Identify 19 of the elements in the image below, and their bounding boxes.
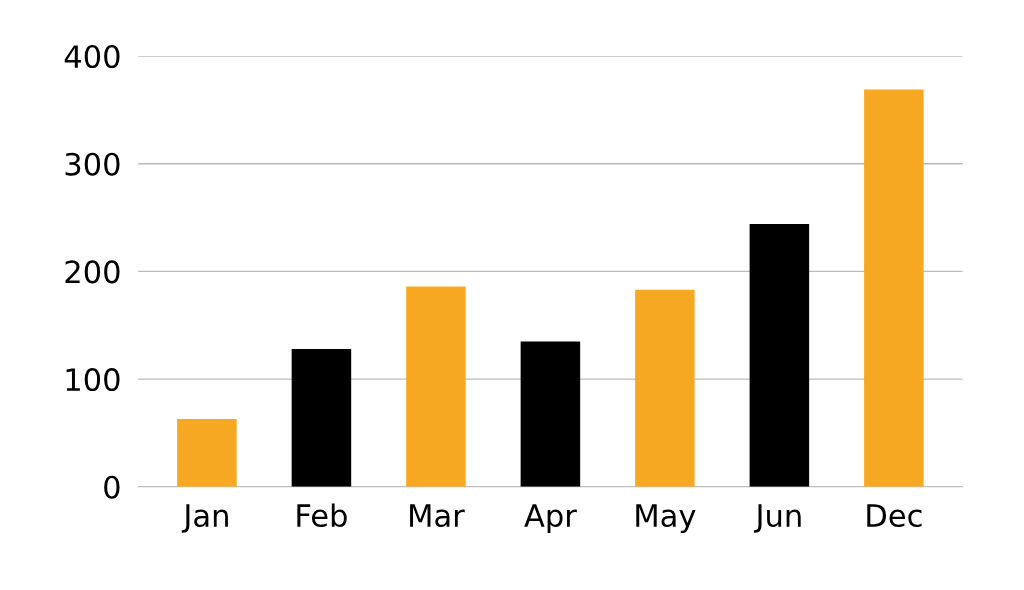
- y-tick-label: 300: [65, 152, 120, 176]
- x-tick-label: Feb: [297, 503, 347, 528]
- x-tick-label: Jun: [753, 504, 801, 533]
- bar: [749, 224, 810, 487]
- bar: [864, 89, 924, 487]
- x-tick-label: Jan: [181, 504, 228, 533]
- bar: [635, 289, 695, 487]
- x-tick-label: Dec: [867, 504, 922, 528]
- bar: [291, 348, 352, 487]
- bar: [406, 286, 466, 487]
- bar: [177, 418, 237, 487]
- y-tick-label: 100: [66, 368, 120, 392]
- y-tick-label: 0: [104, 475, 120, 499]
- y-tick-label: 200: [65, 260, 120, 284]
- y-tick-label: 400: [64, 44, 120, 69]
- bar: [520, 341, 581, 487]
- x-tick-label: Mar: [410, 504, 465, 528]
- x-tick-label: Apr: [524, 504, 577, 533]
- x-tick-label: May: [636, 504, 696, 533]
